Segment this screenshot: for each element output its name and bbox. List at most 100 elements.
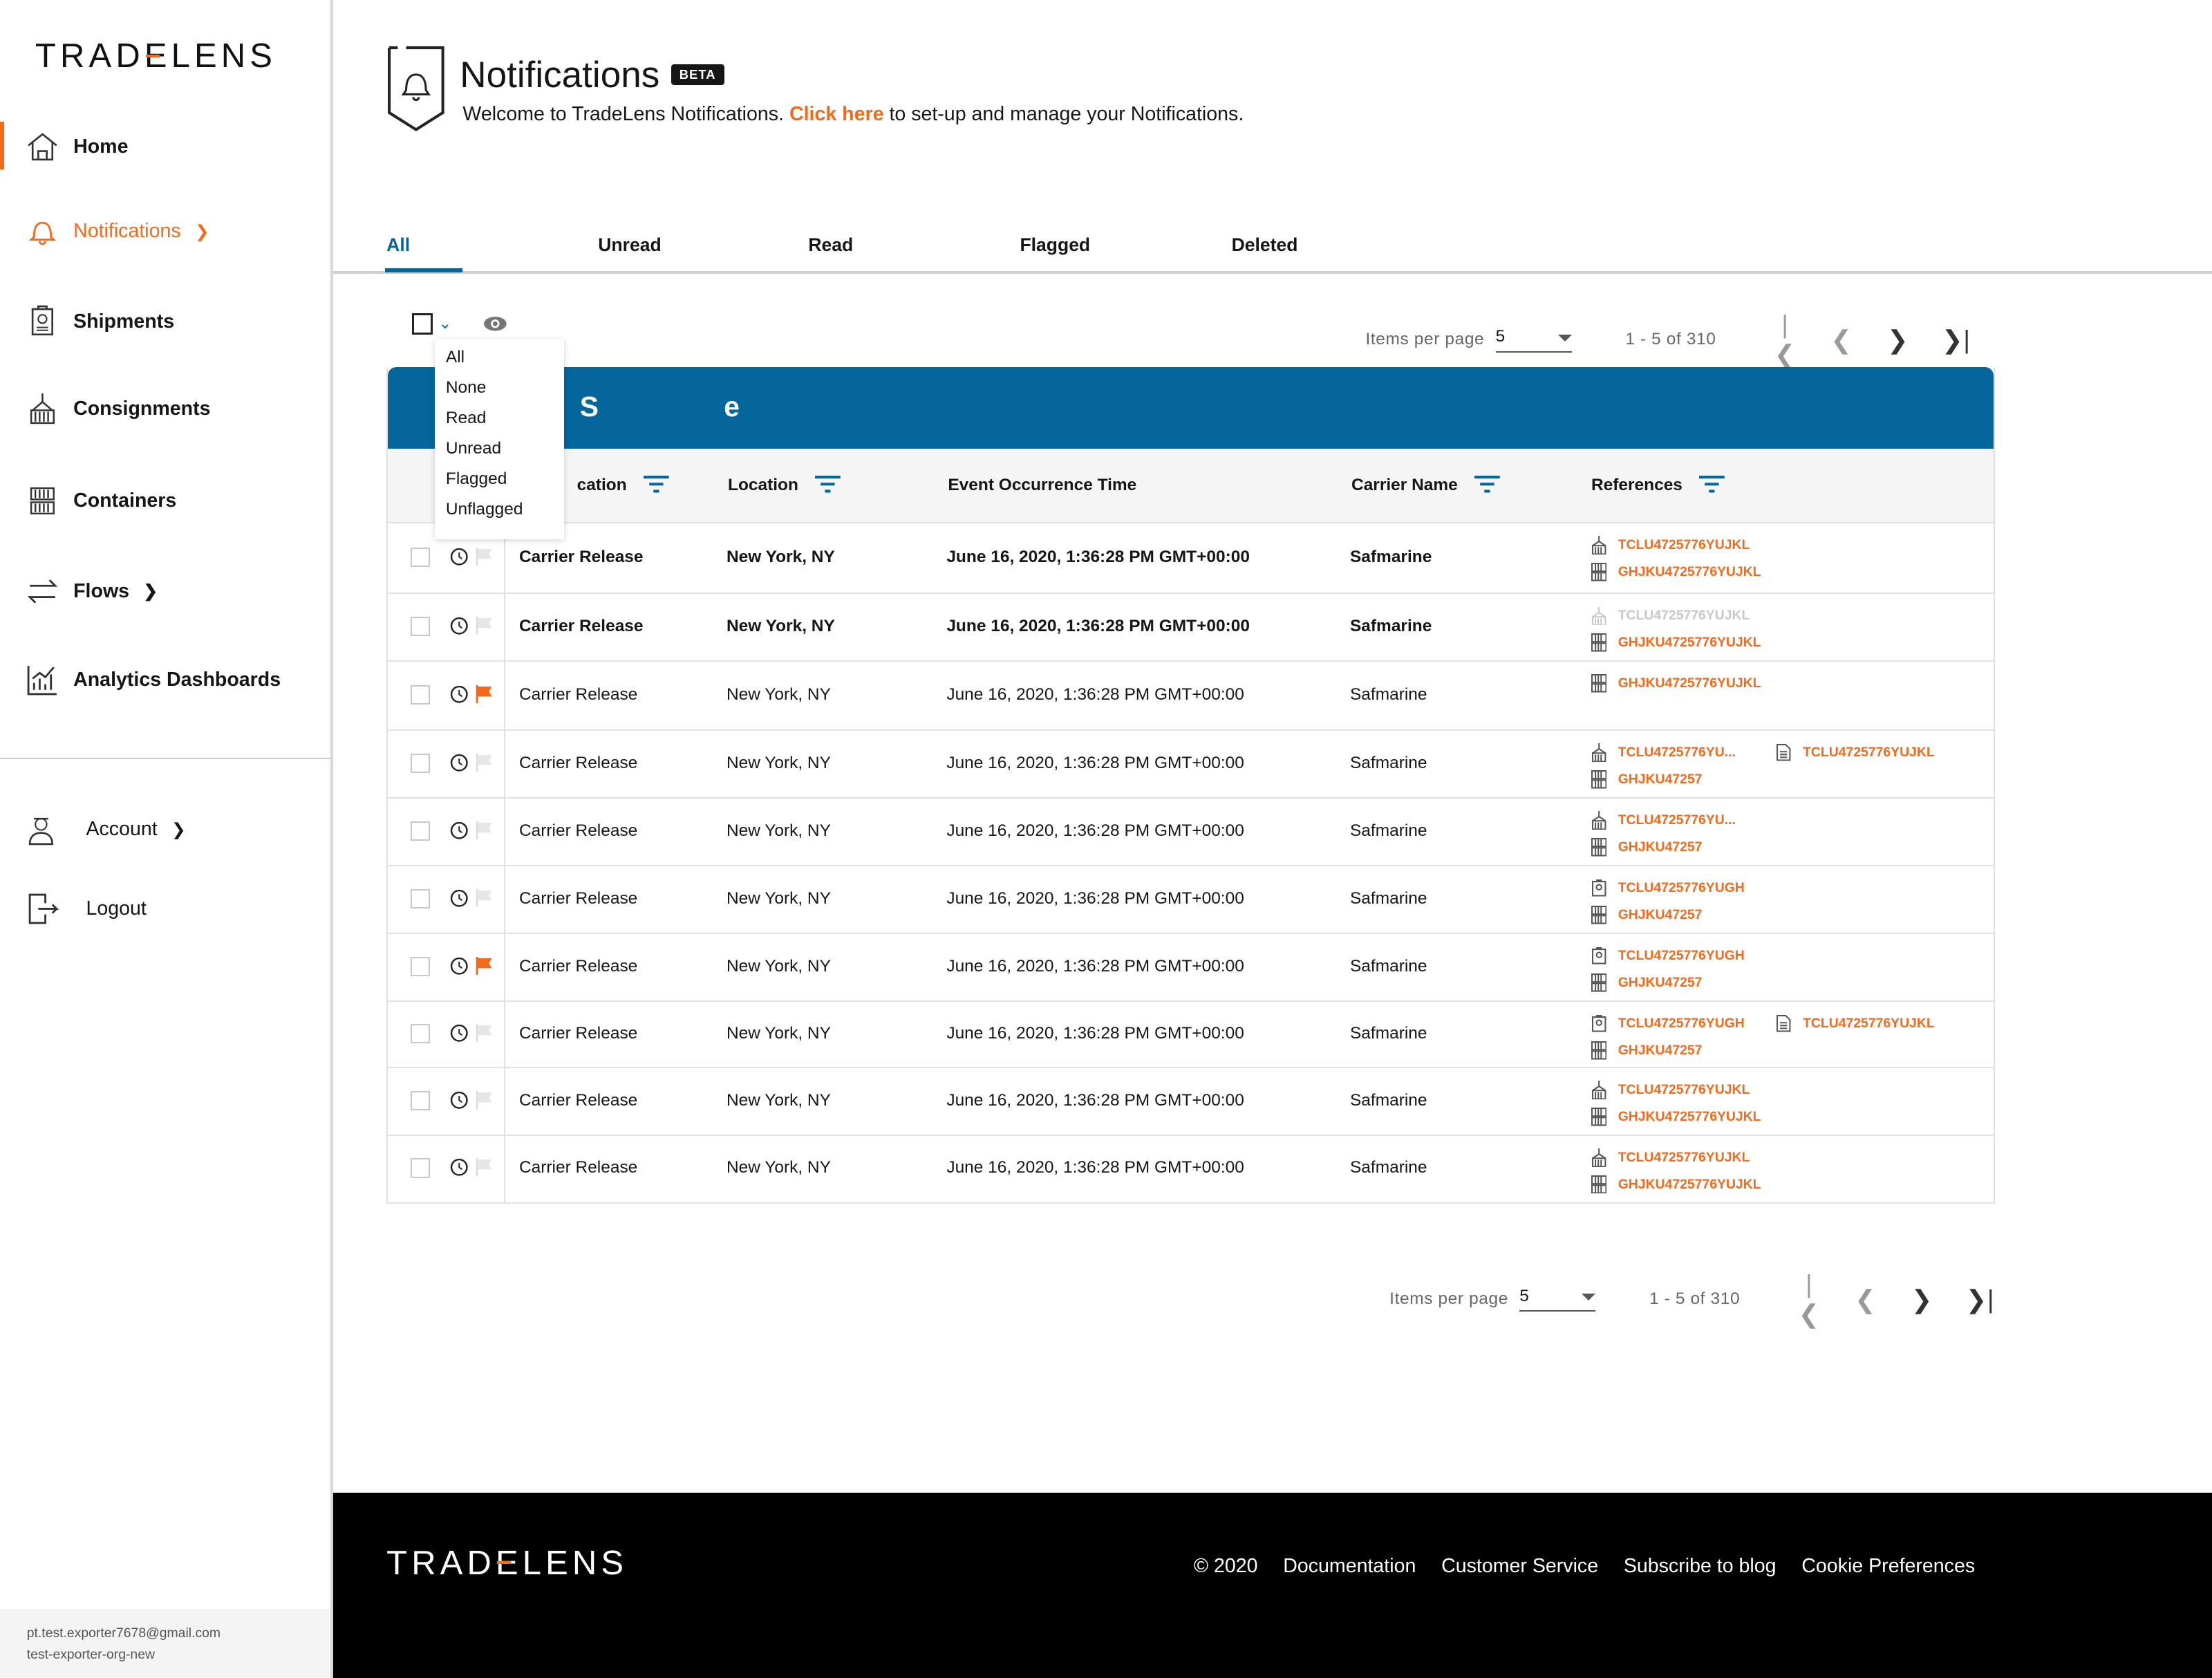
row-checkbox[interactable] (410, 616, 431, 637)
table-row[interactable]: Carrier Release New York, NY June 16, 20… (388, 797, 1994, 866)
reference-container[interactable]: GHJKU4725776YUJKL (1591, 674, 1761, 693)
reference-container[interactable]: GHJKU4725776YUJKL (1591, 563, 1761, 581)
menu-item-unread[interactable]: Unread (445, 439, 502, 458)
sidebar-item-logout[interactable]: Logout (0, 892, 330, 926)
prev-page-icon[interactable]: ❮ (1855, 1285, 1877, 1314)
eye-icon[interactable] (482, 315, 508, 332)
reference-container[interactable]: GHJKU47257 (1591, 973, 1702, 992)
reference-document[interactable]: TCLU4725776YUJKL (1776, 743, 1935, 762)
setup-link[interactable]: Click here (789, 102, 884, 125)
row-checkbox[interactable] (410, 888, 431, 909)
reference-shipment[interactable]: TCLU4725776YUGH (1591, 879, 1745, 897)
tab-unread[interactable]: Unread (598, 234, 662, 255)
row-checkbox[interactable] (410, 1023, 431, 1044)
footer-logo[interactable]: TRADELENS (386, 1544, 628, 1582)
prev-page-icon[interactable]: ❮ (1830, 325, 1853, 354)
footer-link[interactable]: Customer Service (1441, 1554, 1599, 1577)
sidebar-item-account[interactable]: Account ❯ (0, 813, 330, 847)
row-checkbox[interactable] (410, 1090, 431, 1110)
flag-icon[interactable] (476, 753, 492, 772)
column-header[interactable]: References (1591, 475, 1725, 496)
reference-shipment[interactable]: TCLU4725776YUGH (1591, 1014, 1745, 1033)
reference-container[interactable]: GHJKU4725776YUJKL (1591, 1175, 1761, 1194)
menu-item-flagged[interactable]: Flagged (445, 469, 507, 489)
tradelens-logo[interactable]: TRADELENS (35, 37, 277, 75)
row-checkbox[interactable] (410, 1158, 431, 1178)
flag-icon[interactable] (476, 956, 492, 976)
footer-link[interactable]: Cookie Preferences (1801, 1554, 1976, 1577)
last-page-icon[interactable]: ❯| (1965, 1285, 1995, 1314)
reference-consignment[interactable]: TCLU4725776YUJKL (1591, 1148, 1750, 1167)
reference-consignment[interactable]: TCLU4725776YU... (1591, 743, 1736, 762)
reference-consignment[interactable]: TCLU4725776YUJKL (1591, 606, 1750, 626)
table-row[interactable]: Carrier Release New York, NY June 16, 20… (388, 593, 1994, 662)
menu-item-none[interactable]: None (445, 378, 487, 398)
filter-icon[interactable] (1699, 475, 1725, 496)
table-row[interactable]: Carrier Release New York, NY June 16, 20… (388, 660, 1994, 731)
sidebar-item-flows[interactable]: Flows ❯ (0, 575, 330, 608)
table-row[interactable]: Carrier Release New York, NY June 16, 20… (388, 522, 1994, 595)
footer-link[interactable]: Subscribe to blog (1623, 1554, 1777, 1577)
flag-icon[interactable] (476, 1158, 492, 1177)
filter-icon[interactable] (815, 475, 841, 496)
reference-container[interactable]: GHJKU47257 (1591, 770, 1702, 789)
reference-consignment[interactable]: TCLU4725776YUJKL (1591, 536, 1750, 554)
sidebar-item-notifications[interactable]: Notifications ❯ (0, 214, 330, 248)
sidebar-item-consignments[interactable]: Consignments (0, 392, 330, 426)
select-all-checkbox[interactable] (411, 313, 433, 335)
next-page-icon[interactable]: ❯ (1911, 1285, 1933, 1314)
reference-consignment[interactable]: TCLU4725776YUJKL (1591, 1081, 1750, 1099)
table-row[interactable]: Carrier Release New York, NY June 16, 20… (388, 729, 1994, 799)
reference-container[interactable]: GHJKU4725776YUJKL (1591, 1108, 1761, 1126)
table-row[interactable]: Carrier Release New York, NY June 16, 20… (388, 1067, 1994, 1136)
reference-container[interactable]: GHJKU4725776YUJKL (1591, 633, 1761, 652)
reference-document[interactable]: TCLU4725776YUJKL (1776, 1014, 1935, 1033)
items-per-page-select[interactable]: 5 (1495, 327, 1572, 353)
flag-icon[interactable] (476, 1023, 492, 1043)
filter-icon[interactable] (1474, 475, 1500, 496)
table-row[interactable]: Carrier Release New York, NY June 16, 20… (388, 1000, 1994, 1068)
menu-item-unflagged[interactable]: Unflagged (445, 500, 523, 519)
flag-icon[interactable] (476, 616, 492, 635)
column-header[interactable]: Carrier Name (1351, 475, 1500, 496)
flag-icon[interactable] (476, 1090, 492, 1110)
flag-icon[interactable] (476, 888, 492, 908)
column-header[interactable]: Event Occurrence Time (948, 476, 1136, 495)
sidebar-item-home[interactable]: Home (0, 130, 330, 164)
reference-container[interactable]: GHJKU47257 (1591, 1041, 1702, 1060)
table-row[interactable]: Carrier Release New York, NY June 16, 20… (388, 933, 1994, 1002)
tab-read[interactable]: Read (808, 234, 854, 255)
reference-container[interactable]: GHJKU47257 (1591, 906, 1702, 924)
tab-all[interactable]: All (385, 234, 461, 273)
tab-deleted[interactable]: Deleted (1231, 234, 1298, 255)
table-row[interactable]: Carrier Release New York, NY June 16, 20… (388, 1135, 1994, 1204)
flag-icon[interactable] (476, 684, 492, 704)
menu-item-read[interactable]: Read (445, 409, 487, 428)
column-header[interactable]: cation (577, 475, 669, 496)
reference-container[interactable]: GHJKU47257 (1591, 838, 1702, 857)
row-checkbox[interactable] (410, 684, 431, 705)
sidebar-item-containers[interactable]: Containers (0, 484, 330, 518)
last-page-icon[interactable]: ❯| (1941, 325, 1971, 354)
reference-consignment[interactable]: TCLU4725776YU... (1591, 811, 1736, 830)
row-checkbox[interactable] (410, 956, 431, 977)
tab-flagged[interactable]: Flagged (1020, 234, 1091, 255)
flag-icon[interactable] (476, 821, 492, 840)
row-checkbox[interactable] (410, 821, 431, 841)
flag-icon[interactable] (476, 547, 492, 566)
reference-shipment[interactable]: TCLU4725776YUGH (1591, 947, 1745, 965)
filter-icon[interactable] (644, 475, 669, 496)
row-checkbox[interactable] (410, 547, 431, 568)
next-page-icon[interactable]: ❯ (1887, 325, 1909, 354)
menu-item-all[interactable]: All (445, 348, 465, 367)
table-row[interactable]: Carrier Release New York, NY June 16, 20… (388, 865, 1994, 934)
first-page-icon[interactable]: |❮ (1774, 310, 1797, 369)
row-checkbox[interactable] (410, 753, 431, 774)
footer-link[interactable]: Documentation (1283, 1554, 1416, 1577)
items-per-page-select[interactable]: 5 (1519, 1287, 1596, 1312)
sidebar-item-analytics-dashboards[interactable]: Analytics Dashboards (0, 663, 330, 697)
column-header[interactable]: Location (728, 475, 841, 496)
sidebar-item-shipments[interactable]: Shipments (0, 305, 330, 339)
chevron-down-icon[interactable]: ⌄ (438, 315, 452, 333)
first-page-icon[interactable]: |❮ (1798, 1269, 1820, 1328)
